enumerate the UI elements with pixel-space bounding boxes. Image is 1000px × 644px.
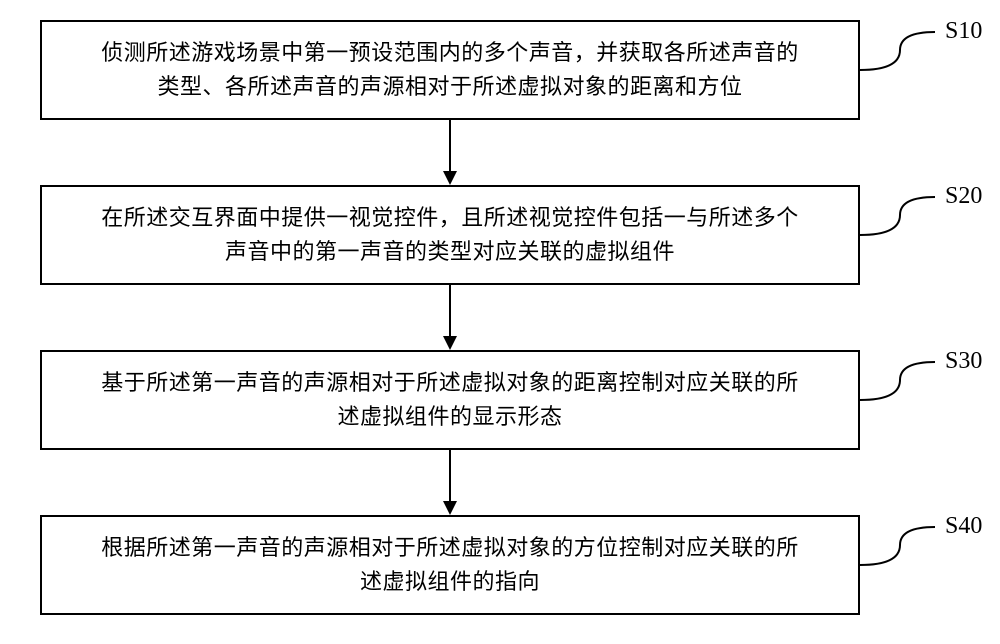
step-text-s30: 基于所述第一声音的声源相对于所述虚拟对象的距离控制对应关联的所 述虚拟组件的显示… (101, 366, 799, 434)
step-box-s30: 基于所述第一声音的声源相对于所述虚拟对象的距离控制对应关联的所 述虚拟组件的显示… (40, 350, 860, 450)
step-s10-line2: 类型、各所述声音的声源相对于所述虚拟对象的距离和方位 (157, 74, 742, 99)
step-box-s20: 在所述交互界面中提供一视觉控件，且所述视觉控件包括一与所述多个 声音中的第一声音… (40, 185, 860, 285)
step-label-s20: S20 (945, 183, 982, 210)
connector-s10-s20 (449, 120, 451, 171)
step-label-s10: S10 (945, 18, 982, 45)
step-label-s40: S40 (945, 513, 982, 540)
arrow-head-1 (443, 171, 457, 185)
step-box-s40: 根据所述第一声音的声源相对于所述虚拟对象的方位控制对应关联的所 述虚拟组件的指向 (40, 515, 860, 615)
step-text-s10: 侦测所述游戏场景中第一预设范围内的多个声音，并获取各所述声音的 类型、各所述声音… (101, 36, 799, 104)
step-text-s40: 根据所述第一声音的声源相对于所述虚拟对象的方位控制对应关联的所 述虚拟组件的指向 (101, 531, 799, 599)
arrow-head-3 (443, 501, 457, 515)
step-s40-line2: 述虚拟组件的指向 (360, 569, 540, 594)
step-box-s10: 侦测所述游戏场景中第一预设范围内的多个声音，并获取各所述声音的 类型、各所述声音… (40, 20, 860, 120)
flowchart-canvas: 侦测所述游戏场景中第一预设范围内的多个声音，并获取各所述声音的 类型、各所述声音… (0, 0, 1000, 644)
step-label-s30: S30 (945, 348, 982, 375)
step-s30-line2: 述虚拟组件的显示形态 (337, 404, 562, 429)
step-s40-line1: 根据所述第一声音的声源相对于所述虚拟对象的方位控制对应关联的所 (101, 535, 799, 560)
step-s30-line1: 基于所述第一声音的声源相对于所述虚拟对象的距离控制对应关联的所 (101, 370, 799, 395)
connector-s20-s30 (449, 285, 451, 336)
step-text-s20: 在所述交互界面中提供一视觉控件，且所述视觉控件包括一与所述多个 声音中的第一声音… (101, 201, 799, 269)
step-s20-line2: 声音中的第一声音的类型对应关联的虚拟组件 (225, 239, 675, 264)
arrow-head-2 (443, 336, 457, 350)
connector-s30-s40 (449, 450, 451, 501)
step-s10-line1: 侦测所述游戏场景中第一预设范围内的多个声音，并获取各所述声音的 (101, 40, 799, 65)
step-s20-line1: 在所述交互界面中提供一视觉控件，且所述视觉控件包括一与所述多个 (101, 205, 799, 230)
